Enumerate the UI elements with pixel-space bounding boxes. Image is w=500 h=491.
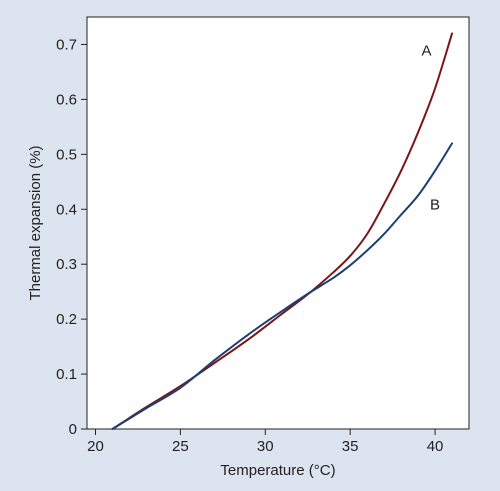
y-tick-label: 0.5 [56,146,77,163]
x-tick-label: 25 [172,438,189,455]
series-b-label: B [430,196,440,213]
y-tick-label: 0.2 [56,311,77,328]
y-tick-label: 0 [69,421,77,438]
series-layer: AB [111,32,454,430]
x-axis-ticks: 20 25 30 35 40 [87,429,443,455]
y-axis-label: Thermal expansion (%) [27,145,44,300]
x-tick-label: 40 [427,438,444,455]
y-axis-ticks: 0 0.1 0.2 0.3 0.4 0.5 0.6 0.7 [56,36,87,438]
series-b-line [111,142,454,430]
plot-area [86,16,470,430]
x-tick-label: 35 [342,438,359,455]
x-tick-label: 20 [87,438,104,455]
x-tick-label: 30 [257,438,274,455]
series-a-label: A [422,42,432,59]
y-tick-label: 0.1 [56,366,77,383]
x-axis-label: Temperature (°C) [220,462,335,479]
y-tick-label: 0.4 [56,201,77,218]
y-tick-label: 0.6 [56,91,77,108]
y-tick-label: 0.7 [56,36,77,53]
y-tick-label: 0.3 [56,256,77,273]
